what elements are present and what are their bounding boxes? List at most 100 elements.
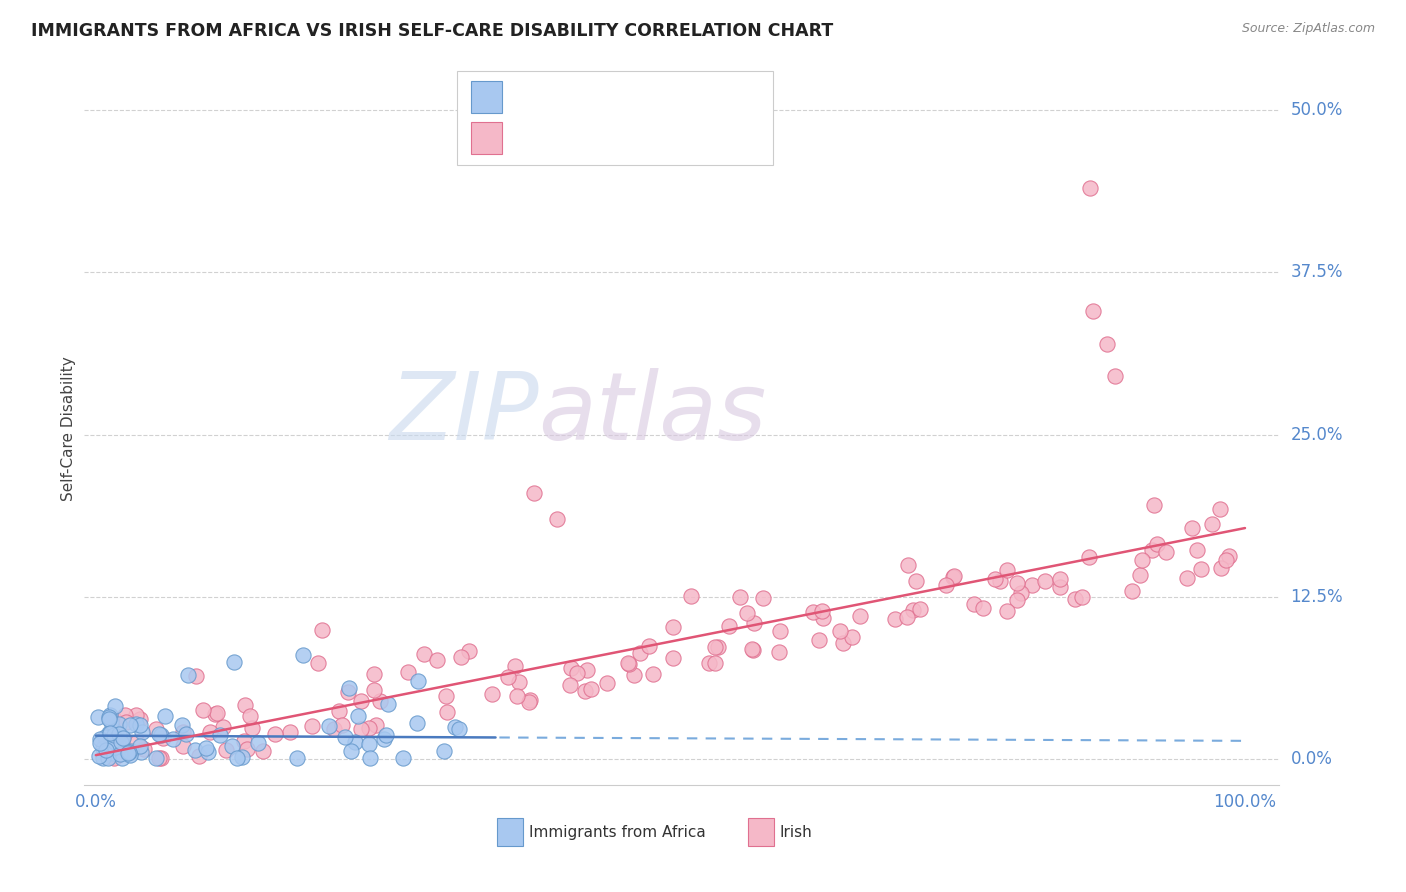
Point bbox=[239, 709, 262, 723]
Point bbox=[344, 734, 367, 748]
Point bbox=[519, 693, 541, 707]
Point bbox=[150, 728, 173, 742]
Point bbox=[111, 730, 134, 744]
Point bbox=[377, 697, 399, 711]
Point bbox=[359, 721, 381, 735]
Text: 12.5%: 12.5% bbox=[1291, 588, 1343, 606]
Point bbox=[575, 663, 598, 677]
Point bbox=[768, 645, 790, 659]
Point bbox=[129, 713, 152, 727]
Point bbox=[104, 734, 127, 748]
Point bbox=[148, 750, 170, 764]
Point bbox=[91, 751, 114, 765]
Point bbox=[103, 746, 125, 760]
Point bbox=[413, 647, 436, 661]
Point bbox=[101, 735, 124, 749]
Point bbox=[368, 694, 391, 708]
Point bbox=[129, 745, 152, 759]
Text: -0.063: -0.063 bbox=[555, 88, 616, 106]
Point bbox=[328, 704, 350, 718]
Point bbox=[841, 630, 863, 644]
Point bbox=[373, 731, 395, 746]
Point bbox=[311, 624, 333, 638]
Point bbox=[496, 670, 519, 684]
Point bbox=[103, 728, 125, 742]
Point bbox=[903, 603, 925, 617]
Point bbox=[506, 690, 529, 704]
Point bbox=[447, 722, 470, 736]
Point bbox=[205, 706, 228, 720]
Point bbox=[1033, 574, 1056, 588]
Point bbox=[155, 709, 177, 723]
Point bbox=[170, 718, 193, 732]
Point bbox=[107, 727, 129, 741]
Point bbox=[434, 690, 457, 704]
Point bbox=[363, 667, 385, 681]
Point bbox=[1081, 304, 1104, 318]
Point bbox=[363, 683, 385, 698]
Point bbox=[172, 725, 194, 739]
Point bbox=[124, 716, 146, 731]
Point bbox=[111, 731, 134, 745]
Point bbox=[97, 710, 120, 724]
Point bbox=[104, 749, 127, 764]
Point bbox=[117, 745, 139, 759]
Point bbox=[145, 751, 167, 765]
Point bbox=[89, 736, 111, 750]
Point bbox=[233, 698, 256, 712]
Point bbox=[209, 727, 232, 741]
Point bbox=[204, 707, 226, 722]
Point bbox=[436, 705, 458, 719]
Text: R =: R = bbox=[516, 129, 555, 147]
Point bbox=[186, 668, 208, 682]
Point bbox=[129, 739, 152, 753]
Point bbox=[291, 648, 314, 663]
Point bbox=[307, 656, 329, 670]
Point bbox=[396, 665, 419, 679]
Point bbox=[1005, 593, 1028, 607]
Point bbox=[623, 668, 645, 682]
Point bbox=[904, 574, 927, 589]
Point bbox=[1071, 590, 1094, 604]
Point bbox=[935, 577, 957, 591]
Point bbox=[896, 610, 918, 624]
Text: 50.0%: 50.0% bbox=[1291, 102, 1343, 120]
Point bbox=[114, 714, 136, 729]
Point bbox=[908, 602, 931, 616]
Point bbox=[108, 717, 131, 731]
Point bbox=[849, 608, 872, 623]
Point bbox=[117, 745, 139, 759]
Point bbox=[191, 703, 214, 717]
Point bbox=[1049, 572, 1071, 586]
Point bbox=[252, 744, 274, 758]
Point bbox=[104, 739, 127, 754]
Point bbox=[972, 601, 994, 615]
Point bbox=[1146, 537, 1168, 551]
Text: 25.0%: 25.0% bbox=[1291, 425, 1343, 443]
Point bbox=[1078, 549, 1101, 564]
Point bbox=[94, 730, 117, 744]
Text: atlas: atlas bbox=[538, 368, 766, 459]
Point bbox=[98, 712, 121, 726]
Point bbox=[125, 735, 148, 749]
Point bbox=[628, 646, 651, 660]
Point bbox=[1021, 578, 1043, 592]
Point bbox=[801, 605, 824, 619]
Point bbox=[347, 709, 370, 723]
Point bbox=[661, 620, 683, 634]
Point bbox=[595, 675, 617, 690]
Point bbox=[433, 744, 456, 758]
Point bbox=[103, 712, 125, 726]
Point bbox=[830, 624, 852, 638]
Point bbox=[406, 674, 429, 689]
Point bbox=[963, 597, 986, 611]
Point bbox=[111, 751, 134, 765]
Point bbox=[405, 715, 427, 730]
Point bbox=[364, 718, 387, 732]
Point bbox=[995, 563, 1018, 577]
Point bbox=[103, 750, 125, 764]
Point bbox=[104, 740, 127, 755]
Point bbox=[704, 657, 727, 671]
Text: Source: ZipAtlas.com: Source: ZipAtlas.com bbox=[1241, 22, 1375, 36]
Point bbox=[717, 619, 740, 633]
